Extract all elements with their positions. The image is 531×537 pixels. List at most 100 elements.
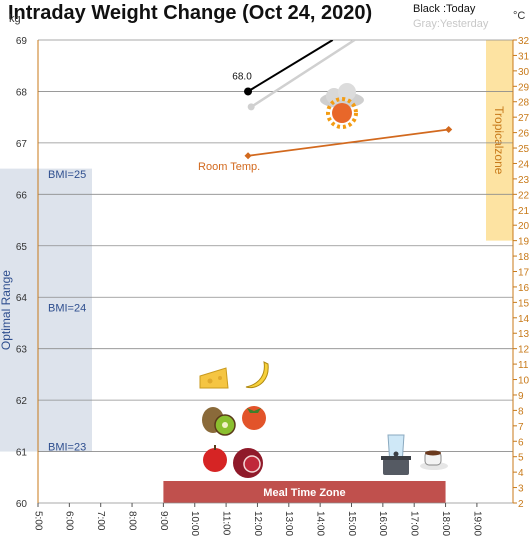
left-tick-label: 60 (16, 499, 28, 510)
cheese-icon-part (207, 378, 213, 384)
right-tick-label: 2 (518, 499, 524, 510)
x-tick-label: 8:00 (126, 511, 137, 531)
cheese-icon-part (199, 367, 229, 389)
cooking-pot-icon-part (383, 459, 409, 475)
tropical-zone-band (486, 40, 513, 241)
cooking-pot-icon-part (393, 451, 399, 457)
right-tick-label: 25 (518, 144, 530, 155)
bmi-marker-label: BMI=25 (48, 169, 86, 181)
right-tick-label: 16 (518, 283, 530, 294)
left-tick-label: 64 (16, 293, 28, 304)
right-tick-label: 32 (518, 36, 530, 47)
right-tick-label: 8 (518, 406, 524, 417)
today-point (244, 87, 253, 96)
right-tick-label: 31 (518, 51, 530, 62)
room-temp-point (244, 152, 252, 160)
right-tick-label: 22 (518, 190, 530, 201)
right-tick-label: 9 (518, 391, 524, 402)
kiwi-icon (202, 407, 236, 436)
right-tick-label: 20 (518, 221, 530, 232)
pomegranate-icon (233, 448, 263, 478)
right-tick-label: 13 (518, 329, 530, 340)
left-tick-label: 67 (16, 139, 28, 150)
x-tick-label: 11:00 (220, 511, 231, 536)
x-tick-label: 14:00 (315, 511, 326, 536)
x-tick-label: 12:00 (252, 511, 263, 536)
right-tick-label: 10 (518, 376, 530, 387)
persimmon-icon-part (242, 406, 266, 430)
right-tick-label: 28 (518, 98, 530, 109)
right-tick-label: 29 (518, 82, 530, 93)
pomegranate-icon-part (243, 455, 261, 473)
tropical-zone-label: Tropicalzone (492, 106, 506, 175)
apple-icon-part (214, 445, 216, 450)
persimmon-icon (242, 406, 266, 430)
right-tick-label: 14 (518, 314, 530, 325)
apple-icon-part (203, 448, 227, 472)
banana-icon (245, 361, 269, 389)
right-tick-label: 18 (518, 252, 530, 263)
left-tick-label: 61 (16, 448, 28, 459)
meal-time-label: Meal Time Zone (263, 487, 345, 499)
right-tick-label: 27 (518, 113, 530, 124)
left-tick-label: 63 (16, 345, 28, 356)
x-tick-label: 5:00 (32, 511, 43, 531)
right-tick-label: 23 (518, 175, 530, 186)
left-tick-label: 62 (16, 396, 28, 407)
right-tick-label: 7 (518, 422, 524, 433)
x-tick-label: 17:00 (409, 511, 420, 536)
x-tick-label: 13:00 (283, 511, 294, 536)
right-tick-label: 15 (518, 298, 530, 309)
x-tick-label: 18:00 (440, 511, 451, 536)
cooking-pot-icon-part (381, 456, 411, 460)
meal-time-band (163, 481, 446, 503)
sun-icon-part (326, 97, 358, 129)
cheese-icon-part (218, 376, 222, 380)
x-tick-label: 10:00 (189, 511, 200, 536)
x-tick-label: 7:00 (95, 511, 106, 531)
coffee-cup-icon (420, 450, 448, 470)
chart-title: Intraday Weight Change (Oct 24, 2020) (8, 2, 372, 24)
cloud-icon-part (338, 83, 356, 101)
right-tick-label: 26 (518, 129, 530, 140)
optimal-range-label: Optimal Range (0, 270, 13, 350)
room-temp-point (445, 125, 453, 134)
right-tick-label: 12 (518, 345, 530, 356)
right-axis-unit: °C (513, 10, 525, 22)
cooking-pot-icon (381, 451, 411, 475)
right-tick-label: 6 (518, 437, 524, 448)
today-line (247, 40, 334, 93)
right-tick-label: 3 (518, 484, 524, 495)
sun-icon-part (332, 103, 352, 123)
optimal-range-band (0, 168, 92, 452)
sun-icon (326, 97, 358, 129)
right-tick-label: 11 (518, 360, 529, 371)
yesterday-line (250, 40, 356, 108)
kiwi-icon-part (222, 422, 228, 428)
cheese-icon (199, 367, 229, 389)
cloud-icon (320, 83, 364, 108)
left-axis-unit: kg (9, 13, 21, 25)
persimmon-icon-part (247, 408, 261, 413)
legend-yesterday: Gray:Yesterday (413, 18, 489, 30)
right-tick-label: 4 (518, 468, 524, 479)
right-tick-label: 5 (518, 453, 524, 464)
left-tick-label: 66 (16, 190, 28, 201)
legend-today: Black :Today (413, 3, 476, 15)
right-tick-label: 19 (518, 237, 530, 248)
yesterday-point (247, 103, 255, 111)
right-tick-label: 17 (518, 268, 530, 279)
banana-icon-part (245, 361, 269, 389)
x-tick-label: 9:00 (158, 511, 169, 531)
left-tick-label: 68 (16, 87, 28, 98)
right-tick-label: 24 (518, 159, 530, 170)
coffee-cup-icon-part (425, 450, 441, 456)
bmi-marker-label: BMI=23 (48, 441, 86, 453)
today-data-label: 68.0 (232, 71, 252, 82)
bmi-marker-label: BMI=24 (48, 303, 86, 315)
room-temp-line (247, 128, 449, 157)
x-tick-label: 16:00 (377, 511, 388, 536)
x-tick-label: 15:00 (346, 511, 357, 536)
right-tick-label: 30 (518, 67, 530, 78)
